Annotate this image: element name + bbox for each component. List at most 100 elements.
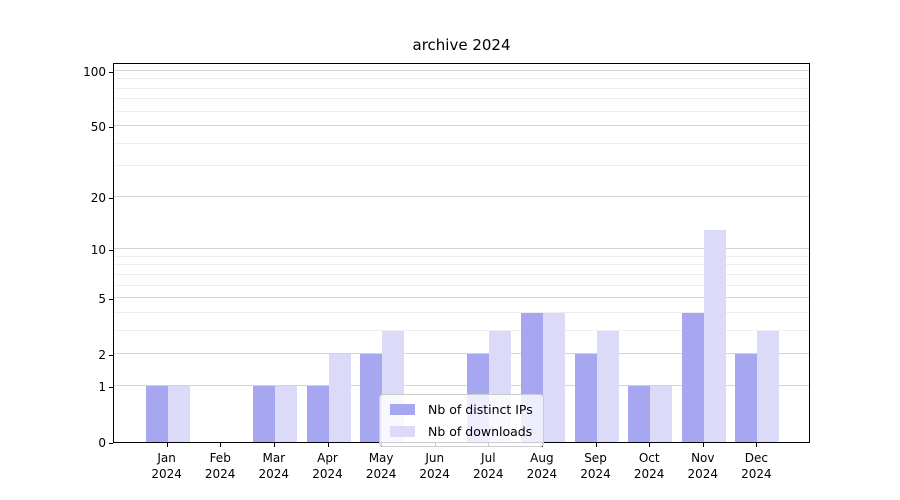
bar-downloads: [650, 386, 673, 442]
gridline-minor: [114, 311, 809, 313]
bar-downloads: [596, 330, 619, 442]
legend-label: Nb of distinct IPs: [428, 402, 533, 417]
y-axis-tick-label: 1: [98, 380, 106, 395]
month-label: Jan: [157, 451, 176, 465]
legend-swatch: [390, 426, 415, 437]
y-axis-tick-label: 0: [98, 436, 106, 450]
x-axis-tick-label: Mar 2024: [242, 450, 306, 482]
y-axis-tick-label: 2: [98, 347, 106, 362]
month-label: Dec: [744, 451, 768, 465]
x-axis-tick-label: Feb 2024: [188, 450, 252, 482]
gridline-minor: [114, 98, 809, 100]
x-axis-tick: [166, 443, 168, 447]
legend-item: Nb of distinct IPs: [390, 402, 533, 417]
chart-title: archive 2024: [412, 36, 511, 54]
year-label: 2024: [204, 467, 236, 481]
bar-downloads: [167, 386, 190, 442]
y-axis-tick-label: 50: [90, 119, 106, 134]
bar-distinct-ips: [360, 353, 383, 442]
year-label: 2024: [633, 467, 665, 481]
x-axis-tick: [756, 443, 758, 447]
gridline-minor: [114, 284, 809, 286]
gridline-minor: [114, 87, 809, 89]
x-axis-tick: [702, 443, 704, 447]
x-axis-tick: [649, 443, 651, 447]
gridline-minor: [114, 255, 809, 257]
bar-downloads: [703, 229, 726, 442]
year-label: 2024: [741, 467, 772, 481]
y-axis-tick-label: 10: [90, 243, 106, 258]
year-label: 2024: [419, 467, 450, 481]
bar-downloads: [274, 386, 297, 442]
x-axis-tick: [220, 443, 222, 447]
bar-distinct-ips: [574, 353, 597, 442]
x-axis-tick: [595, 443, 597, 447]
y-axis-tick: [109, 354, 113, 356]
year-label: 2024: [151, 467, 182, 481]
x-axis-tick-label: Jan 2024: [135, 450, 199, 482]
x-axis-tick: [327, 443, 329, 447]
bar-distinct-ips: [681, 312, 704, 442]
bar-downloads: [328, 353, 351, 442]
bar-downloads: [542, 312, 565, 442]
bar-distinct-ips: [306, 386, 329, 442]
x-axis-tick-label: Dec 2024: [724, 450, 788, 482]
legend-label: Nb of downloads: [428, 424, 533, 439]
month-label: Mar: [262, 451, 286, 465]
x-axis-tick-label: Jul 2024: [456, 450, 520, 482]
month-label: Jul: [481, 451, 496, 465]
gridline-minor: [114, 329, 809, 331]
month-label: Jun: [425, 451, 445, 465]
plot-area: Nb of distinct IPs Nb of downloads: [113, 63, 810, 447]
x-axis-tick-label: Nov 2024: [671, 450, 735, 482]
x-axis-tick-label: Sep 2024: [564, 450, 628, 482]
month-label: Feb: [209, 451, 231, 465]
y-axis-tick: [109, 387, 113, 389]
legend-swatch: [390, 404, 415, 415]
year-label: 2024: [473, 467, 504, 481]
bar-distinct-ips: [252, 386, 275, 442]
gridline-major: [114, 70, 809, 71]
x-axis-tick-label: Aug 2024: [510, 450, 574, 482]
year-label: 2024: [312, 467, 343, 481]
y-axis-tick-label: 100: [83, 65, 106, 79]
gridline-minor: [114, 142, 809, 144]
legend-item: Nb of downloads: [390, 424, 533, 439]
gridline-minor: [114, 264, 809, 266]
gridline-major: [114, 124, 809, 126]
gridline-major: [114, 352, 809, 354]
y-axis-tick: [109, 198, 113, 200]
gridline-major: [114, 196, 809, 198]
x-axis-tick-label: May 2024: [349, 450, 413, 482]
bar-distinct-ips: [735, 353, 758, 442]
legend: Nb of distinct IPs Nb of downloads: [379, 394, 544, 447]
bar-downloads: [757, 330, 780, 442]
y-axis-tick: [109, 126, 113, 128]
gridline-minor: [114, 273, 809, 275]
year-label: 2024: [580, 467, 611, 481]
bar-distinct-ips: [145, 386, 168, 442]
month-label: Aug: [530, 451, 554, 465]
x-axis-tick-label: Oct 2024: [617, 450, 681, 482]
x-axis-tick-label: Jun 2024: [403, 450, 467, 482]
year-label: 2024: [687, 467, 719, 481]
month-label: Nov: [691, 451, 715, 465]
gridline-major: [114, 385, 809, 387]
y-axis-tick: [109, 299, 113, 300]
bar-distinct-ips: [628, 386, 651, 442]
gridline-major: [114, 297, 809, 298]
gridline-minor: [114, 78, 809, 80]
gridline-minor: [114, 110, 809, 112]
gridline-major: [114, 248, 809, 250]
month-label: May: [368, 451, 394, 465]
year-label: 2024: [365, 467, 397, 481]
x-axis-tick: [273, 443, 275, 447]
y-axis-tick-label: 5: [98, 292, 106, 306]
month-label: Apr: [317, 451, 338, 465]
gridline-minor: [114, 165, 809, 166]
month-label: Oct: [638, 451, 660, 465]
y-axis-tick: [109, 443, 113, 444]
month-label: Sep: [584, 451, 607, 465]
y-axis-tick: [109, 250, 113, 252]
